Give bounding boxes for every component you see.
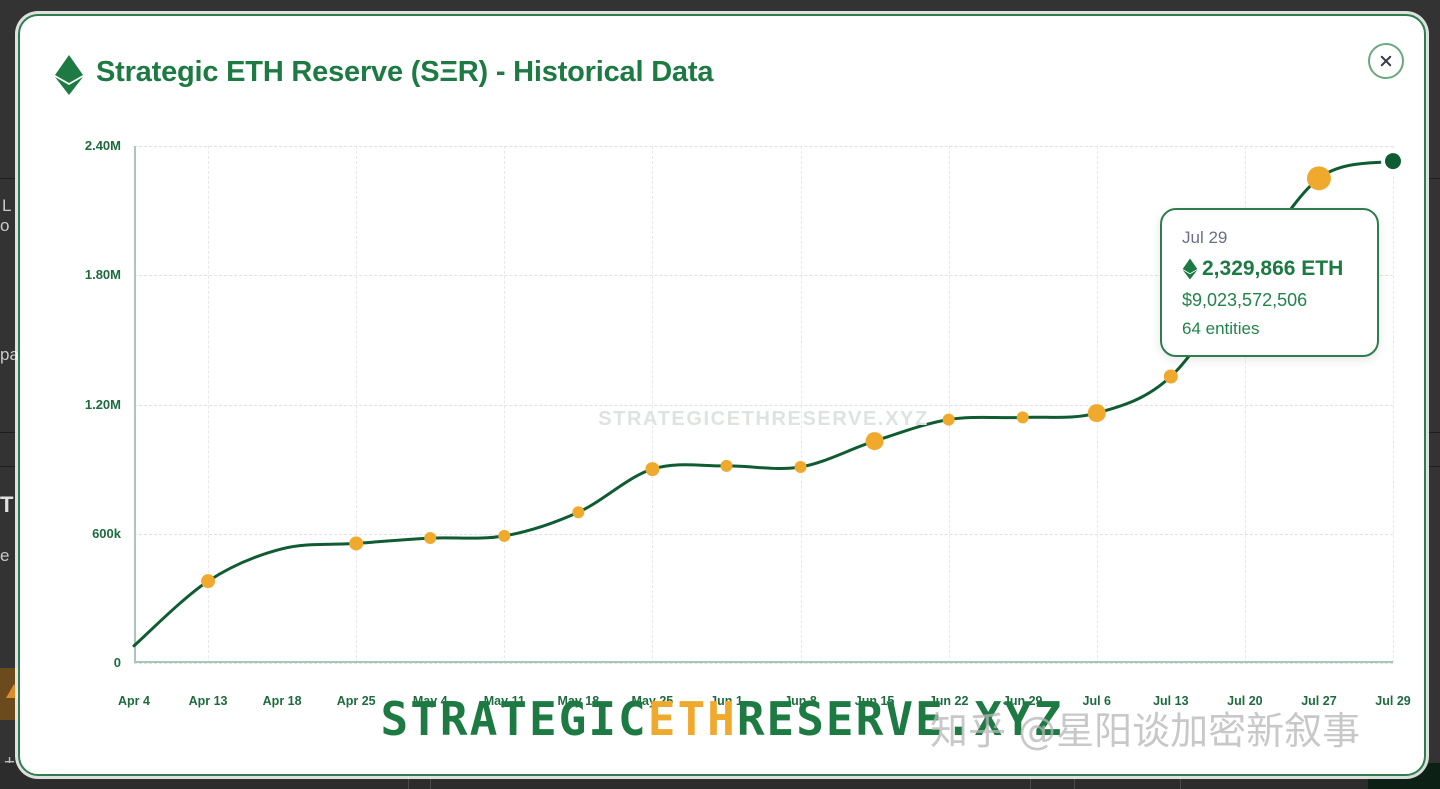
- x-axis-tick-label: Apr 25: [336, 694, 376, 708]
- gridline-vertical: [1393, 146, 1394, 663]
- gridline-horizontal: [134, 663, 1393, 664]
- logo-part-strategic: STRATEGIC: [380, 692, 648, 746]
- data-point[interactable]: [1016, 411, 1029, 424]
- x-axis-tick-label: Jul 29: [1375, 694, 1411, 708]
- data-point[interactable]: [424, 532, 437, 545]
- data-point[interactable]: [349, 536, 364, 551]
- background-text-fragment: L: [2, 196, 12, 215]
- gridline-horizontal: [134, 275, 1393, 277]
- gridline-vertical: [208, 146, 210, 663]
- data-point[interactable]: [794, 460, 807, 473]
- x-axis-tick-label: Jul 6: [1082, 694, 1112, 708]
- data-point[interactable]: [572, 506, 585, 519]
- x-axis-tick-label: Jul 27: [1301, 694, 1337, 708]
- tooltip-eth-row: 2,329,866 ETH: [1182, 257, 1357, 281]
- modal-header: Strategic ETH Reserve (SΞR) - Historical…: [20, 16, 1424, 120]
- x-axis-tick-label: May 4: [412, 694, 448, 708]
- gridline-horizontal: [134, 146, 1393, 147]
- x-axis-tick-label: Jul 13: [1153, 694, 1189, 708]
- background-bottom-segment: [430, 763, 431, 789]
- historical-data-modal: Strategic ETH Reserve (SΞR) - Historical…: [18, 14, 1426, 776]
- y-axis-tick-label: 1.20M: [84, 396, 121, 412]
- x-axis-tick-label: Jun 29: [1002, 694, 1043, 708]
- x-axis-tick-label: May 11: [483, 694, 525, 708]
- y-axis-tick-label: 0: [113, 655, 121, 670]
- data-point-markers: [201, 149, 1405, 589]
- gridline-vertical: [504, 146, 506, 663]
- gridline-horizontal: [134, 404, 1393, 406]
- x-axis-tick-label: Jun 8: [784, 694, 817, 708]
- page-title: Strategic ETH Reserve (SΞR) - Historical…: [96, 56, 714, 88]
- y-axis-line: [134, 146, 136, 663]
- gridline-vertical: [356, 146, 358, 663]
- x-axis-tick-label: Apr 13: [188, 694, 228, 708]
- data-point[interactable]: [1306, 166, 1331, 191]
- x-axis-tick-label: Jun 22: [928, 694, 969, 708]
- gridline-vertical: [948, 146, 950, 663]
- background-text-fragment: o: [0, 216, 10, 235]
- gridline-vertical: [800, 146, 802, 663]
- background-text-fragment: T: [0, 492, 14, 517]
- chart-container: 0 600k 1.20M 1.80M 2.40M Apr 4 Apr 13 Apr 18 Ap…: [20, 120, 1424, 708]
- x-axis-tick-label: Apr 18: [262, 694, 302, 708]
- x-axis-tick-label: Apr 4: [118, 694, 150, 708]
- data-point[interactable]: [201, 574, 216, 589]
- plot-area[interactable]: 0 600k 1.20M 1.80M 2.40M Apr 4 Apr 13 Apr 18 Ap…: [85, 138, 1411, 708]
- data-point[interactable]: [645, 462, 660, 477]
- x-axis-tick-label: May 18: [557, 694, 600, 708]
- background-text-fragment: e: [0, 546, 10, 565]
- add-icon[interactable]: +: [4, 752, 15, 774]
- gridline-horizontal: [134, 533, 1393, 535]
- x-axis-tick-label: Jul 20: [1227, 694, 1263, 708]
- x-axis-tick-label: Jun 1: [710, 694, 743, 708]
- x-axis-line: [134, 661, 1393, 663]
- gridline-vertical: [1244, 146, 1246, 663]
- data-point[interactable]: [720, 459, 733, 472]
- site-logo: STRATEGICETHRESERVE.XYZ: [20, 692, 1424, 746]
- logo-part-reserve: RESERVE.XYZ: [736, 692, 1064, 746]
- x-axis-tick-label: Jun 15: [854, 694, 895, 708]
- close-icon[interactable]: [1368, 43, 1404, 79]
- ethereum-diamond-icon: [55, 55, 83, 95]
- y-axis-tick-label: 2.40M: [84, 138, 121, 153]
- background-bottom-segment: [408, 763, 409, 789]
- gridline-vertical: [652, 146, 654, 663]
- background-text-fragment: pa: [0, 345, 19, 364]
- background-bottom-segment: [1180, 763, 1181, 789]
- data-point[interactable]: [942, 413, 955, 426]
- data-point[interactable]: [1087, 404, 1106, 423]
- tooltip-usd-value: $9,023,572,506: [1182, 290, 1308, 310]
- data-point[interactable]: [865, 432, 884, 451]
- tooltip-entities-count: 64 entities: [1182, 319, 1260, 338]
- data-point[interactable]: [498, 529, 511, 542]
- tooltip-date: Jul 29: [1182, 228, 1228, 247]
- background-bottom-segment: [1030, 763, 1031, 789]
- background-bottom-segment: [1074, 763, 1075, 789]
- ethereum-diamond-icon: [1182, 258, 1198, 280]
- logo-part-eth: ETH: [647, 692, 737, 746]
- x-axis-tick-label: May 25: [631, 694, 674, 708]
- data-tooltip: Jul 29 2,329,866 ETH $9,023,572,506 64 e…: [1160, 208, 1379, 357]
- active-data-point[interactable]: [1385, 153, 1401, 170]
- y-axis-tick-label: 1.80M: [84, 267, 121, 283]
- data-point[interactable]: [1163, 369, 1178, 384]
- y-axis-tick-label: 600k: [92, 525, 121, 541]
- tooltip-eth-amount: 2,329,866 ETH: [1202, 257, 1344, 280]
